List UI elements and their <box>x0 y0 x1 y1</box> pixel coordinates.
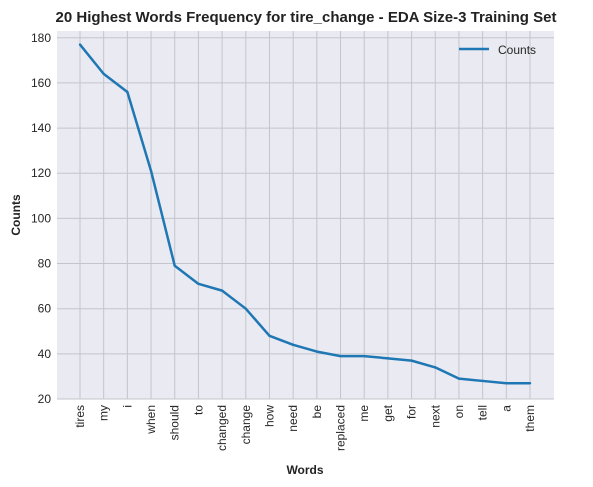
x-tick-label: on <box>452 405 466 418</box>
series-group <box>78 43 532 385</box>
x-tick-label: for <box>405 405 419 419</box>
data-point <box>363 354 366 358</box>
x-tick-label: how <box>262 405 276 427</box>
x-axis: tires my i when should to changed change how need… <box>73 404 537 451</box>
data-point <box>434 366 437 369</box>
plot-area <box>57 31 554 399</box>
data-point <box>457 377 461 380</box>
x-tick-label: replaced <box>334 405 348 451</box>
x-tick-label: a <box>499 405 513 412</box>
data-point <box>220 289 224 292</box>
chart-title: 20 Highest Words Frequency for tire_chan… <box>56 9 557 26</box>
data-point <box>78 43 82 46</box>
x-tick-label: tires <box>73 405 87 428</box>
x-tick-label: be <box>310 405 324 419</box>
x-tick-label: me <box>357 405 371 422</box>
legend: Counts <box>459 43 536 57</box>
y-tick-label: 180 <box>31 31 51 45</box>
x-tick-label: get <box>381 404 395 421</box>
x-tick-label: i <box>120 405 134 408</box>
data-point <box>315 350 319 353</box>
y-tick-label: 60 <box>38 302 52 316</box>
x-tick-label: next <box>428 404 442 427</box>
x-tick-label: change <box>239 405 253 445</box>
data-point <box>505 381 508 385</box>
legend-label: Counts <box>498 43 536 57</box>
x-tick-label: tell <box>476 405 490 420</box>
y-tick-label: 80 <box>38 257 52 271</box>
data-point <box>528 381 532 385</box>
series-line-counts <box>79 43 530 385</box>
y-tick-label: 100 <box>31 211 51 225</box>
data-point <box>126 90 129 94</box>
data-point <box>244 307 247 310</box>
data-point <box>197 282 200 286</box>
y-tick-label: 160 <box>31 76 51 90</box>
data-point <box>410 359 413 362</box>
data-point <box>291 343 295 347</box>
x-tick-label: when <box>144 405 158 435</box>
y-tick-label: 20 <box>38 392 52 406</box>
x-tick-label: should <box>168 405 182 440</box>
x-tick-label: them <box>523 405 537 432</box>
y-axis-label: Counts <box>9 194 23 236</box>
data-point <box>386 357 390 360</box>
y-tick-label: 140 <box>31 121 51 135</box>
data-point <box>268 334 271 337</box>
y-tick-label: 40 <box>38 347 52 361</box>
y-tick-label: 120 <box>31 166 51 180</box>
data-point <box>339 354 342 358</box>
x-axis-label: Words <box>286 463 323 477</box>
x-tick-label: my <box>97 405 111 421</box>
data-point <box>481 379 484 383</box>
data-point <box>102 72 105 76</box>
data-point <box>173 264 176 267</box>
y-axis: 20 40 60 80 100 120 140 160 180 <box>31 31 51 406</box>
x-tick-label: changed <box>215 405 229 451</box>
data-point <box>149 169 153 173</box>
x-tick-label: need <box>286 405 300 432</box>
x-tick-label: to <box>191 405 205 415</box>
